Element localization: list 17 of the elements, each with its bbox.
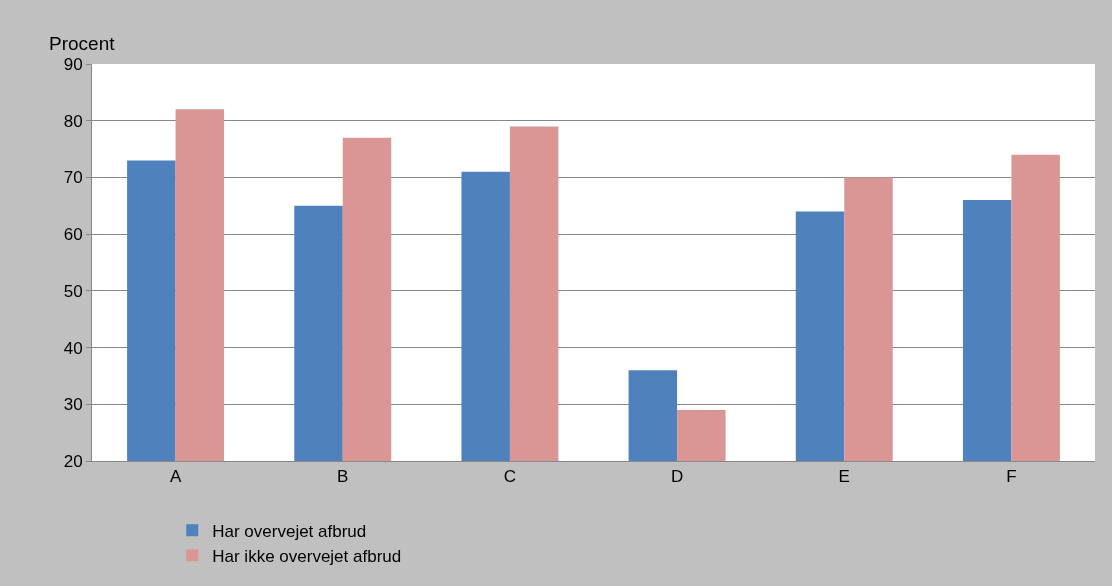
x-tick-label: F <box>1006 467 1017 487</box>
y-tick-label: 50 <box>63 281 83 301</box>
legend-label: Har overvejet afbrud <box>212 521 367 541</box>
y-tick-label: 40 <box>63 338 83 358</box>
x-tick-label: B <box>337 467 349 487</box>
x-tick-label: D <box>670 467 684 487</box>
y-tick-label: 60 <box>63 225 83 245</box>
y-tick-label: 30 <box>63 395 83 415</box>
legend-label: Har ikke overvejet afbrud <box>212 546 402 566</box>
y-tick-label: 20 <box>63 451 83 471</box>
y-tick-label: 80 <box>63 111 83 131</box>
x-tick-label: A <box>169 467 182 487</box>
y-tick-label: 70 <box>63 168 83 188</box>
x-tick-label: C <box>503 467 517 487</box>
y-tick-label: 90 <box>63 54 83 74</box>
x-tick-label: E <box>838 467 850 487</box>
y-axis-title: Procent <box>49 33 116 54</box>
